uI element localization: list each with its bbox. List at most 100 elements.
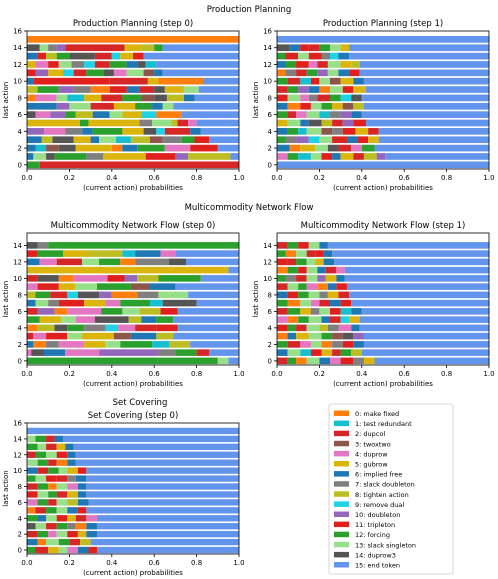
bar-segment [194,94,239,102]
bar-segment [351,94,362,102]
bar-segment [120,52,133,60]
bar-segment [63,250,89,257]
bar-segment [130,332,157,340]
bar-segment [39,44,49,52]
bar-segment [67,483,78,490]
bar-segment [319,357,330,365]
bar-segment [154,69,163,77]
bar-segment [287,316,299,323]
bar-segment [116,136,131,144]
bar-segment [35,291,51,299]
bar-segment [277,86,288,93]
bar-segment [90,538,239,546]
bar-segment [300,44,309,52]
bar-segment [109,86,127,93]
bar-segment [330,111,341,118]
bar-segment [332,349,341,356]
legend-label: 1: test redundant [355,420,412,428]
bar-segment [349,291,489,299]
bar-segment [156,128,165,135]
bar-segment [298,52,309,60]
bar-segment [162,136,182,144]
bar-segment [75,451,239,458]
bar-segment [277,102,288,110]
bar-segment [287,258,297,266]
bar-segment [160,308,178,315]
bar-segment [285,69,297,77]
bar-segment [351,111,362,118]
bar-segment [330,308,341,315]
bar-segment [374,144,489,152]
bar-segment [27,538,38,546]
bar-segment [374,357,489,365]
bar-segment [175,250,239,257]
bar-segment [103,69,114,77]
bar-segment [327,291,339,299]
bar-segment [122,94,142,102]
bar-segment [56,530,68,538]
bar-segment [105,299,121,307]
bar-segment [340,357,354,365]
bar-segment [141,316,157,323]
x-tick-label: 0.0 [21,370,32,378]
bar-segment [327,144,339,152]
bar-segment [75,475,87,482]
bar-segment [285,250,297,257]
bar-segment [188,119,197,127]
bar-segment [27,451,36,458]
bar-segment [67,515,76,522]
bar-segment [340,44,350,52]
bar-segment [289,144,301,152]
bar-segment [319,308,330,315]
x-tick-label: 1.0 [233,174,244,182]
bar-segment [149,283,176,290]
bar-segment [56,258,83,266]
bar-segment [340,94,352,102]
chart-title: Production Planning (step 0) [73,19,193,29]
bar-segment [54,153,87,160]
bar-segment [58,299,85,307]
bar-segment [37,283,59,290]
x-tick-label: 0.8 [191,174,202,182]
bar-segment [118,324,136,332]
legend-label: 7: slack doubleton [355,481,415,489]
bar-segment [340,153,354,160]
bar-segment [156,316,174,323]
bar-segment [306,357,320,365]
y-tick-label: 6 [268,111,273,119]
bar-segment [287,102,301,110]
bar-segment [46,153,55,160]
bar-segment [133,52,144,60]
bar-segment [351,61,360,68]
bar-segment [84,61,95,68]
bar-segment [67,332,83,340]
bar-segment [315,258,324,266]
bar-segment [41,136,53,144]
bar-segment [84,94,102,102]
bar-segment [340,349,352,356]
bar-segment [77,467,87,474]
bar-segment [196,299,239,307]
bar-segment [277,44,290,52]
y-tick-label: 6 [18,111,23,119]
bar-segment [48,299,59,307]
bar-segment [94,316,129,323]
bar-segment [27,349,32,356]
bar-segment [346,136,358,144]
bar-segment [27,523,36,530]
bar-segment [27,530,38,538]
bar-segment [319,136,333,144]
bar-segment [105,324,119,332]
bar-segment [363,332,489,340]
bar-segment [35,435,47,443]
bar-segment [353,77,364,85]
bar-segment [65,443,74,450]
bar-segment [330,86,343,93]
bar-segment [86,475,239,482]
bar-segment [156,111,182,118]
plot-frame [26,30,240,170]
x-axis-label: (current action) probabilities [83,184,183,192]
bar-segment [158,349,176,356]
bar-segment [35,546,49,554]
y-axis-label: last action [252,82,260,118]
